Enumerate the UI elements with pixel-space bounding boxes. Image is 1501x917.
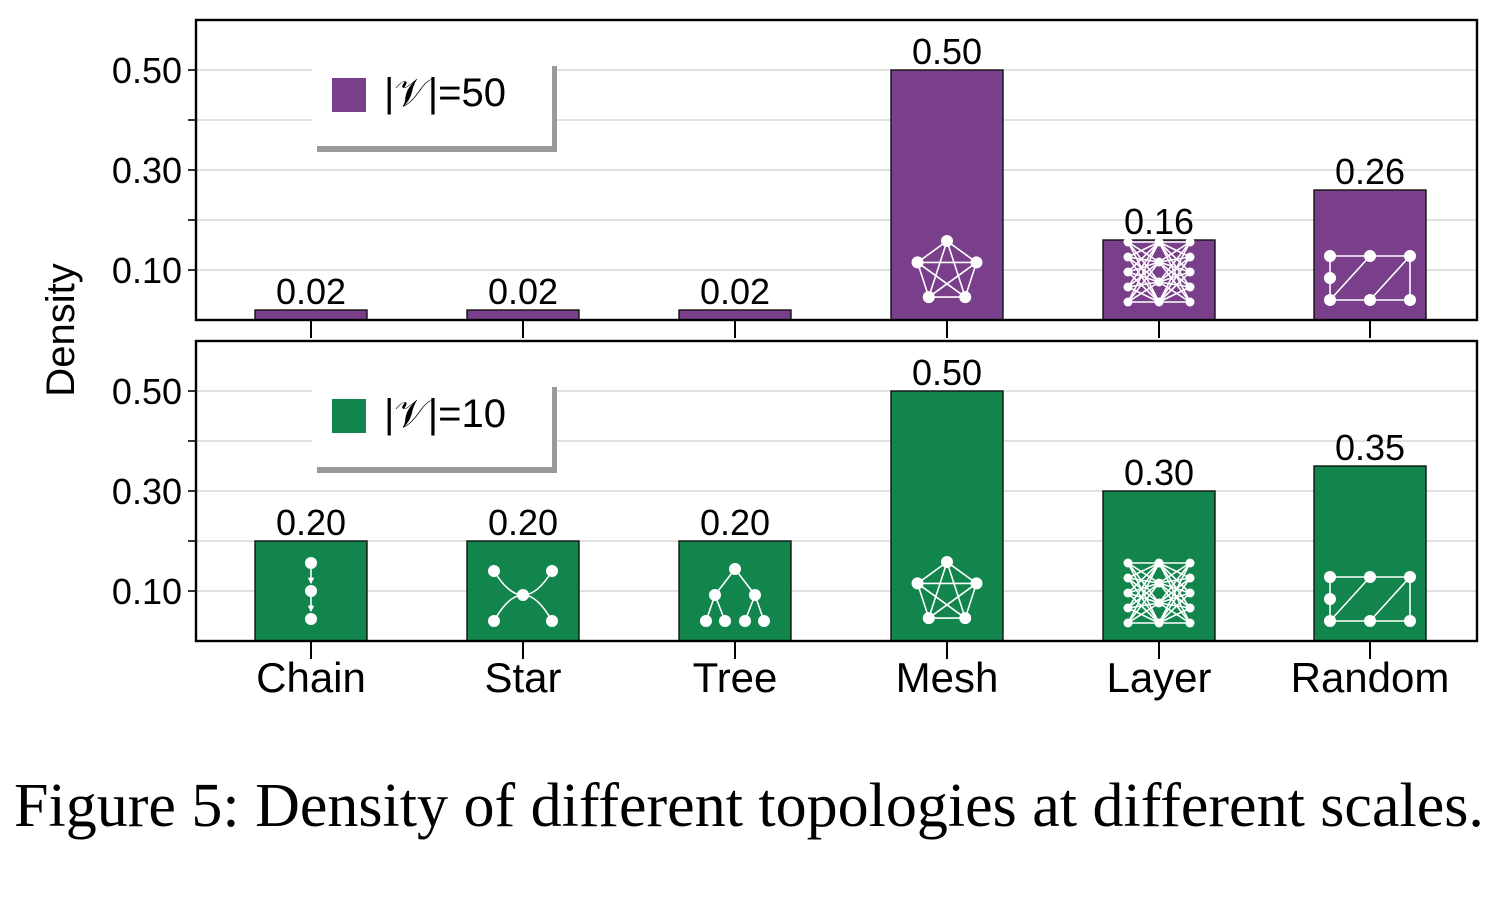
star-topology-icon (488, 565, 558, 627)
random-topology-icon (1324, 250, 1416, 306)
y-axis-label: Density (39, 263, 83, 396)
top-panel: 0.10 0.30 0.50 0.02 0.02 0.02 0.50 0.16 0.26 |𝒱|=… (112, 18, 1479, 338)
y-tick-label: 0.50 (112, 50, 182, 91)
y-tick-label: 0.10 (112, 250, 182, 291)
tree-topology-icon (700, 563, 770, 627)
legend-swatch (332, 78, 366, 112)
random-topology-icon (1324, 571, 1416, 627)
value-label: 0.30 (1124, 452, 1194, 493)
value-label: 0.02 (276, 271, 346, 312)
mesh-topology-icon (911, 556, 983, 625)
category-label: Layer (1106, 654, 1211, 701)
category-label: Mesh (896, 654, 999, 701)
value-label: 0.20 (488, 502, 558, 543)
legend-label: |𝒱|=50 (384, 71, 506, 115)
y-tick-label: 0.50 (112, 371, 182, 412)
bottom-panel: 0.10 0.30 0.50 0.20 0.20 0.20 0.50 0.30 0.35 |𝒱|=… (112, 339, 1479, 659)
value-label: 0.20 (276, 502, 346, 543)
category-label: Star (484, 654, 561, 701)
value-label: 0.26 (1335, 151, 1405, 192)
bar-random (1313, 465, 1427, 642)
bar-mesh (890, 390, 1004, 642)
plot-frame (194, 18, 1479, 322)
value-label: 0.02 (700, 271, 770, 312)
value-label: 0.35 (1335, 427, 1405, 468)
layer-topology-icon (1123, 237, 1195, 307)
category-label: Tree (693, 654, 778, 701)
mesh-topology-icon (911, 235, 983, 304)
bar-mesh (890, 69, 1004, 321)
plot-frame (194, 339, 1479, 643)
category-label: Chain (256, 654, 366, 701)
category-axis: Chain Star Tree Mesh Layer Random (256, 654, 1449, 701)
layer-topology-icon (1123, 558, 1195, 628)
legend-swatch (332, 399, 366, 433)
density-bar-chart: Density 0.10 0.30 0.50 0.02 0.02 0.02 0.50 0.16… (39, 18, 1479, 701)
category-label: Random (1291, 654, 1450, 701)
bar-tree (678, 540, 792, 642)
value-label: 0.16 (1124, 201, 1194, 242)
chain-topology-icon (305, 557, 317, 625)
y-tick-label: 0.30 (112, 471, 182, 512)
value-label: 0.50 (912, 31, 982, 72)
value-label: 0.02 (488, 271, 558, 312)
legend-label: |𝒱|=10 (384, 392, 506, 436)
y-tick-label: 0.10 (112, 571, 182, 612)
y-tick-label: 0.30 (112, 150, 182, 191)
value-label: 0.50 (912, 352, 982, 393)
value-label: 0.20 (700, 502, 770, 543)
figure-caption: Figure 5: Density of different topologie… (14, 772, 1484, 840)
